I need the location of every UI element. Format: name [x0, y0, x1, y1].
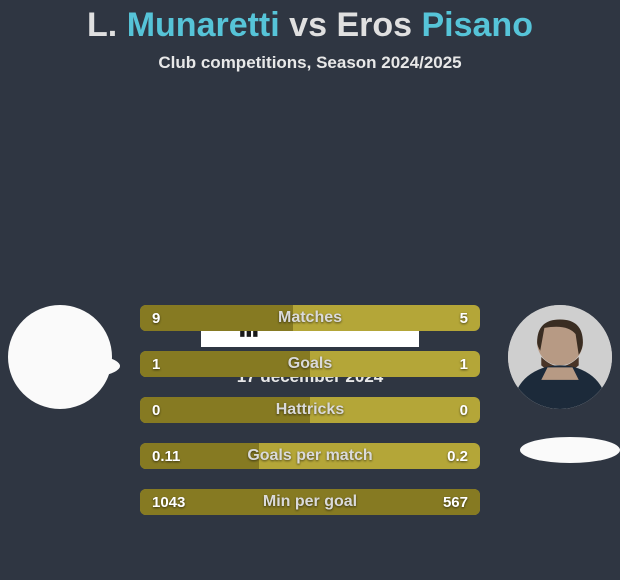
stat-label: Goals per match: [140, 443, 480, 469]
subtitle: Club competitions, Season 2024/2025: [0, 53, 620, 73]
title-vs: vs: [289, 6, 327, 44]
title-right-first: Eros: [336, 6, 412, 44]
title-left-surname: Munaretti: [127, 6, 280, 44]
page-title: L. Munaretti vs Eros Pisano: [0, 0, 620, 45]
title-right-surname: Pisano: [421, 6, 532, 44]
person-icon: [508, 305, 612, 409]
stat-label: Goals: [140, 351, 480, 377]
title-left-initial: L.: [87, 6, 117, 44]
stat-row: 11Goals: [140, 351, 480, 377]
stat-label: Min per goal: [140, 489, 480, 515]
stat-row: 00Hattricks: [140, 397, 480, 423]
stat-row: 1043567Min per goal: [140, 489, 480, 515]
decor-ellipse-right: [520, 437, 620, 463]
stat-label: Hattricks: [140, 397, 480, 423]
comparison-content: 95Matches11Goals00Hattricks0.110.2Goals …: [0, 305, 620, 387]
player-right-avatar: [508, 305, 612, 409]
stat-row: 95Matches: [140, 305, 480, 331]
stat-row: 0.110.2Goals per match: [140, 443, 480, 469]
stat-bars: 95Matches 11Goals 00Hattricks 0.110.2Goals …: [140, 305, 480, 535]
decor-ellipse-left: [20, 353, 120, 379]
stat-label: Matches: [140, 305, 480, 331]
